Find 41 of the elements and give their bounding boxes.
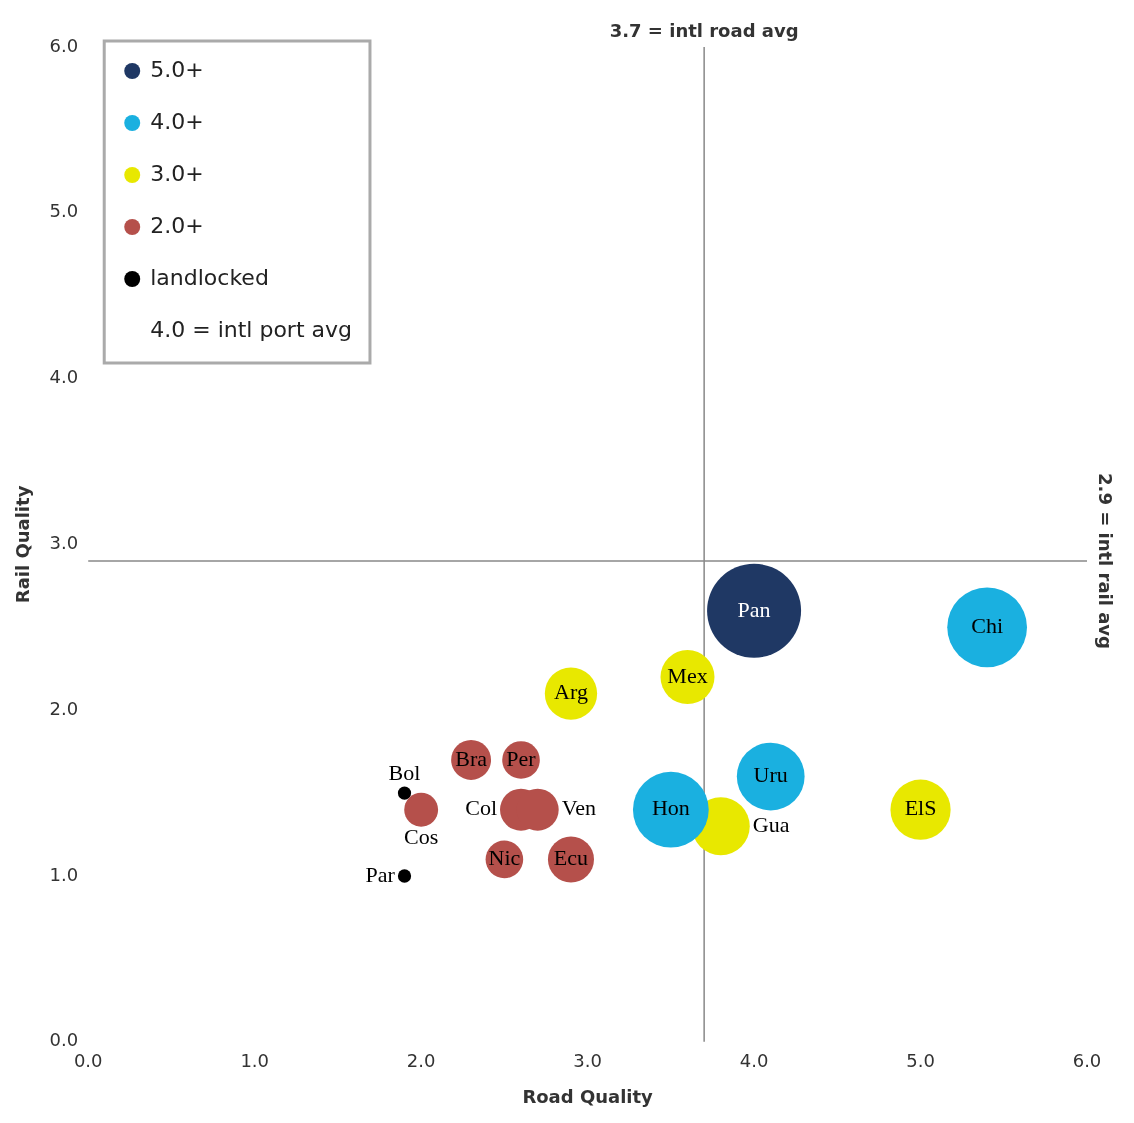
annotation: Nic <box>488 845 521 871</box>
x-tick-label: 4.0 <box>739 1050 769 1072</box>
ref-line-label: 3.7 = intl road avg <box>609 19 799 41</box>
y-tick-label: 3.0 <box>49 532 79 554</box>
annotation: Mex <box>667 662 708 688</box>
annotation: ElS <box>904 795 937 821</box>
annotation: Par <box>365 861 396 887</box>
annotation: Pan <box>737 596 771 622</box>
annotation: Gua <box>752 812 790 838</box>
legend-label: 2.0+ <box>150 212 204 238</box>
annotation: Ven <box>561 795 596 821</box>
annotation: Bra <box>455 745 488 771</box>
x-tick-label: 3.0 <box>573 1050 602 1072</box>
legend-label: landlocked <box>150 264 269 290</box>
y-tick-label: 6.0 <box>49 34 79 56</box>
y-tick-label: 4.0 <box>49 366 79 388</box>
legend-label: 4.0+ <box>150 108 204 134</box>
x-tick-label: 1.0 <box>240 1050 270 1072</box>
x-axis-title: Road Quality <box>522 1085 654 1107</box>
ref-line-label: 2.9 = intl rail avg <box>1095 473 1117 649</box>
x-tick-label: 0.0 <box>73 1050 103 1072</box>
annotation: Cos <box>404 824 439 850</box>
annotation: Hon <box>651 795 690 821</box>
annotation: 4.0 = intl port avg <box>150 316 352 342</box>
annotation: Bol <box>388 760 421 786</box>
annotation: Col <box>465 795 498 821</box>
x-tick-label: 6.0 <box>1072 1050 1102 1072</box>
annotation: Ecu <box>553 845 589 871</box>
x-tick-label: 5.0 <box>906 1050 935 1072</box>
annotation: Arg <box>554 679 588 705</box>
legend-label: 5.0+ <box>150 56 204 82</box>
annotation: Chi <box>971 613 1004 639</box>
y-tick-label: 2.0 <box>49 697 79 719</box>
y-tick-label: 5.0 <box>49 200 79 222</box>
annotation: Per <box>506 745 537 771</box>
legend-label: 3.0+ <box>150 160 204 186</box>
annotation: Uru <box>753 762 788 788</box>
x-tick-label: 2.0 <box>406 1050 436 1072</box>
y-tick-label: 0.0 <box>49 1029 79 1051</box>
y-axis-title: Rail Quality <box>12 485 34 604</box>
y-tick-label: 1.0 <box>49 863 79 885</box>
